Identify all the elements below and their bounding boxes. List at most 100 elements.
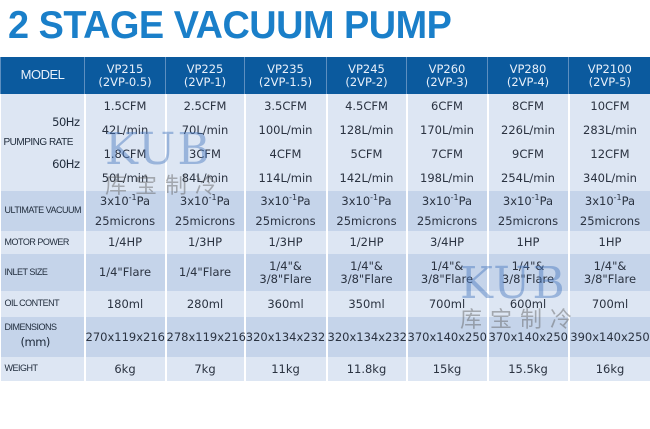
cfm-50hz: 2.5CFM — [164, 94, 245, 118]
vacuum-microns: 25microns — [405, 211, 488, 231]
oil-content-value: 180ml — [83, 291, 166, 317]
dimensions-value: 278x119x216 — [164, 317, 246, 357]
vacuum-microns: 25microns — [164, 211, 245, 231]
vacuum-pa: 3x10-1Pa — [83, 191, 166, 211]
ultimate-vacuum-label: ULTIMATE VACUUM — [0, 191, 85, 231]
motor-power-label: MOTOR POWER — [0, 231, 85, 254]
lmin-60hz: 340L/min — [567, 166, 650, 191]
pa-exponent: -1 — [289, 193, 298, 203]
header-row: MODEL VP215 (2VP-0.5) VP225 (2VP-1) VP235 (2V… — [0, 57, 650, 94]
inlet-line2: 3/8"Flare — [340, 271, 393, 286]
motor-power-row: MOTOR POWER 1/4HP 1/3HP 1/3HP 1/2HP 3/4HP 1HP… — [0, 231, 650, 254]
model-label: MODEL — [0, 57, 85, 94]
cfm-60hz: 5CFM — [325, 142, 407, 166]
inlet-line1: 1/4"& — [350, 258, 383, 273]
model-name: VP225 — [186, 61, 224, 76]
weight-value: 11kg — [243, 357, 327, 381]
pa-unit: Pa — [621, 194, 636, 209]
hz50-label: 50Hz — [52, 115, 80, 129]
model-header: VP280 (2VP-4) — [487, 57, 569, 94]
pa-unit: Pa — [216, 194, 231, 209]
cfm-50hz: 3.5CFM — [243, 94, 327, 118]
pumping-50-cfm-row: 50Hz PUMPING RATE 60Hz 1.5CFM 2.5CFM 3.5CF… — [0, 94, 650, 191]
dimensions-unit: (mm) — [20, 334, 51, 349]
inlet-size-value: 1/4"& 3/8"Flare — [405, 254, 488, 291]
lmin-60hz: 198L/min — [405, 166, 488, 191]
pumping-60-cfm-row: 1.8CFM 3CFM 4CFM 5CFM 7CFM 9CFM 12CFM — [1, 142, 650, 166]
inlet-line2: 3/8"Flare — [583, 271, 637, 286]
oil-content-value: 280ml — [164, 291, 245, 317]
inlet-line1: 1/4"Flare — [98, 265, 152, 280]
pa-base: 3x10 — [584, 194, 614, 209]
model-name: VP235 — [267, 61, 304, 76]
inlet-size-value: 1/4"& 3/8"Flare — [486, 254, 569, 291]
motor-power-value: 1HP — [567, 231, 650, 254]
motor-power-value: 1/3HP — [164, 231, 245, 254]
cfm-50hz: 8CFM — [486, 94, 569, 118]
cfm-60hz: 7CFM — [405, 142, 488, 166]
dimensions-label: DIMENSIONS (mm) — [0, 317, 85, 357]
pa-exponent: -1 — [128, 193, 137, 203]
inlet-line2: 3/8"Flare — [501, 271, 555, 286]
model-header: VP235 (2VP-1.5) — [244, 57, 327, 94]
weight-label: WEIGHT — [0, 357, 85, 381]
weight-value: 11.8kg — [325, 357, 407, 381]
pa-base: 3x10 — [179, 194, 209, 209]
cfm-60hz: 9CFM — [486, 142, 569, 166]
hz60-label: 60Hz — [52, 157, 80, 171]
inlet-line1: 1/4"& — [511, 258, 545, 273]
lmin-50hz: 170L/min — [405, 118, 488, 142]
lmin-60hz: 254L/min — [486, 166, 569, 191]
oil-content-value: 360ml — [243, 291, 327, 317]
cfm-60hz: 4CFM — [243, 142, 327, 166]
weight-value: 16kg — [567, 357, 650, 381]
dimensions-text: DIMENSIONS — [4, 321, 58, 332]
inlet-line2: 3/8"Flare — [420, 271, 474, 286]
pa-unit: Pa — [136, 194, 151, 209]
model-name: VP245 — [348, 61, 385, 76]
motor-power-value: 1/2HP — [325, 231, 407, 254]
pumping-60-lmin-row: 50L/min 84L/min 114L/min 142L/min 198L/min 25… — [1, 166, 650, 191]
vacuum-microns-row: 25microns 25microns 25microns 25microns 25mi… — [1, 211, 650, 231]
vacuum-microns: 25microns — [243, 211, 327, 231]
cfm-60hz: 12CFM — [567, 142, 650, 166]
model-header: VP260 (2VP-3) — [406, 57, 488, 94]
pa-unit: Pa — [297, 194, 311, 209]
pa-unit: Pa — [539, 194, 554, 209]
spec-table: MODEL VP215 (2VP-0.5) VP225 (2VP-1) VP235 (2V… — [0, 57, 650, 381]
model-name: VP215 — [106, 61, 144, 76]
oil-content-value: 700ml — [405, 291, 488, 317]
weight-value: 15kg — [405, 357, 488, 381]
weight-value: 7kg — [164, 357, 245, 381]
model-code: (2VP-2) — [345, 74, 388, 89]
oil-content-value: 600ml — [486, 291, 569, 317]
lmin-60hz: 142L/min — [325, 166, 407, 191]
vacuum-pa: 3x10-1Pa — [164, 191, 245, 211]
model-code: (2VP-5) — [588, 74, 631, 89]
lmin-50hz: 70L/min — [164, 118, 245, 142]
lmin-50hz: 100L/min — [243, 118, 327, 142]
oil-content-row: OIL CONTENT 180ml 280ml 360ml 350ml 700ml 600… — [0, 291, 650, 317]
pumping-50-lmin-row: 42L/min 70L/min 100L/min 128L/min 170L/min 22… — [1, 118, 650, 142]
vacuum-microns: 25microns — [325, 211, 407, 231]
inlet-line2: 3/8"Flare — [259, 271, 312, 286]
pa-exponent: -1 — [613, 193, 622, 203]
pa-base: 3x10 — [260, 194, 290, 209]
oil-content-value: 700ml — [567, 291, 650, 317]
model-name: VP280 — [509, 61, 547, 76]
motor-power-value: 1/3HP — [243, 231, 327, 254]
lmin-60hz: 84L/min — [164, 166, 245, 191]
vacuum-pa: 3x10-1Pa — [325, 191, 407, 211]
lmin-60hz: 114L/min — [243, 166, 327, 191]
inlet-size-row: INLET SIZE 1/4"Flare 1/4"Flare 1/4"& 3/8"Fl… — [0, 254, 650, 291]
inlet-size-label: INLET SIZE — [0, 254, 85, 291]
vacuum-microns: 25microns — [486, 211, 569, 231]
pa-unit: Pa — [458, 194, 473, 209]
vacuum-pa: 3x10-1Pa — [243, 191, 327, 211]
weight-row: WEIGHT 6kg 7kg 11kg 11.8kg 15kg 15.5kg 16kg — [0, 357, 650, 381]
vacuum-pa: 3x10-1Pa — [567, 191, 650, 211]
model-name: VP260 — [428, 61, 466, 76]
pa-exponent: -1 — [370, 193, 379, 203]
dimensions-value: 370x140x250 — [405, 317, 488, 357]
inlet-size-value: 1/4"Flare — [164, 254, 245, 291]
